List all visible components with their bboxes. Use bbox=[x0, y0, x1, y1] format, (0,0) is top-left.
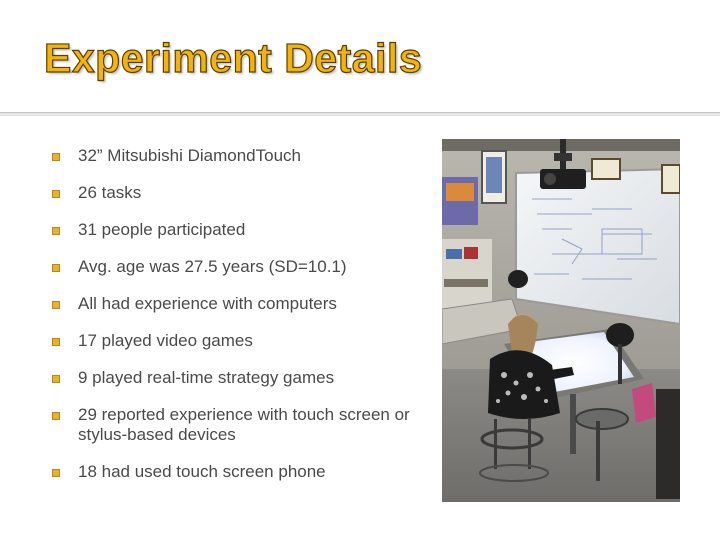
bullet-square-icon bbox=[52, 469, 60, 477]
bullet-square-icon bbox=[52, 412, 60, 420]
title-divider bbox=[0, 112, 720, 116]
bullet-item: 32” Mitsubishi DiamondTouch bbox=[52, 146, 422, 166]
bullet-item: 29 reported experience with touch screen… bbox=[52, 405, 422, 445]
bullet-square-icon bbox=[52, 153, 60, 161]
bullet-square-icon bbox=[52, 190, 60, 198]
bullet-text: All had experience with computers bbox=[78, 294, 337, 313]
bullet-text: 26 tasks bbox=[78, 183, 142, 202]
bullet-text: 18 had used touch screen phone bbox=[78, 462, 326, 481]
bullet-text: Avg. age was 27.5 years (SD=10.1) bbox=[78, 257, 347, 276]
bullet-item: 9 played real-time strategy games bbox=[52, 368, 422, 388]
bullet-square-icon bbox=[52, 301, 60, 309]
bullet-item: 31 people participated bbox=[52, 220, 422, 240]
bullet-text: 9 played real-time strategy games bbox=[78, 368, 335, 387]
bullet-square-icon bbox=[52, 227, 60, 235]
bullet-item: All had experience with computers bbox=[52, 294, 422, 314]
bullet-square-icon bbox=[52, 264, 60, 272]
experiment-photo bbox=[442, 139, 680, 502]
bullet-text: 31 people participated bbox=[78, 220, 246, 239]
bullet-item: 17 played video games bbox=[52, 331, 422, 351]
bullet-text: 17 played video games bbox=[78, 331, 253, 350]
bullet-item: 26 tasks bbox=[52, 183, 422, 203]
bullet-item: Avg. age was 27.5 years (SD=10.1) bbox=[52, 257, 422, 277]
bullet-item: 18 had used touch screen phone bbox=[52, 462, 422, 482]
slide-title: Experiment Details bbox=[43, 35, 423, 81]
bullet-square-icon bbox=[52, 338, 60, 346]
bullet-text: 32” Mitsubishi DiamondTouch bbox=[78, 146, 301, 165]
bullet-list: 32” Mitsubishi DiamondTouch 26 tasks 31 … bbox=[52, 146, 422, 499]
bullet-text: 29 reported experience with touch screen… bbox=[78, 405, 410, 444]
bullet-square-icon bbox=[52, 375, 60, 383]
participant-at-table-illustration bbox=[442, 139, 680, 502]
